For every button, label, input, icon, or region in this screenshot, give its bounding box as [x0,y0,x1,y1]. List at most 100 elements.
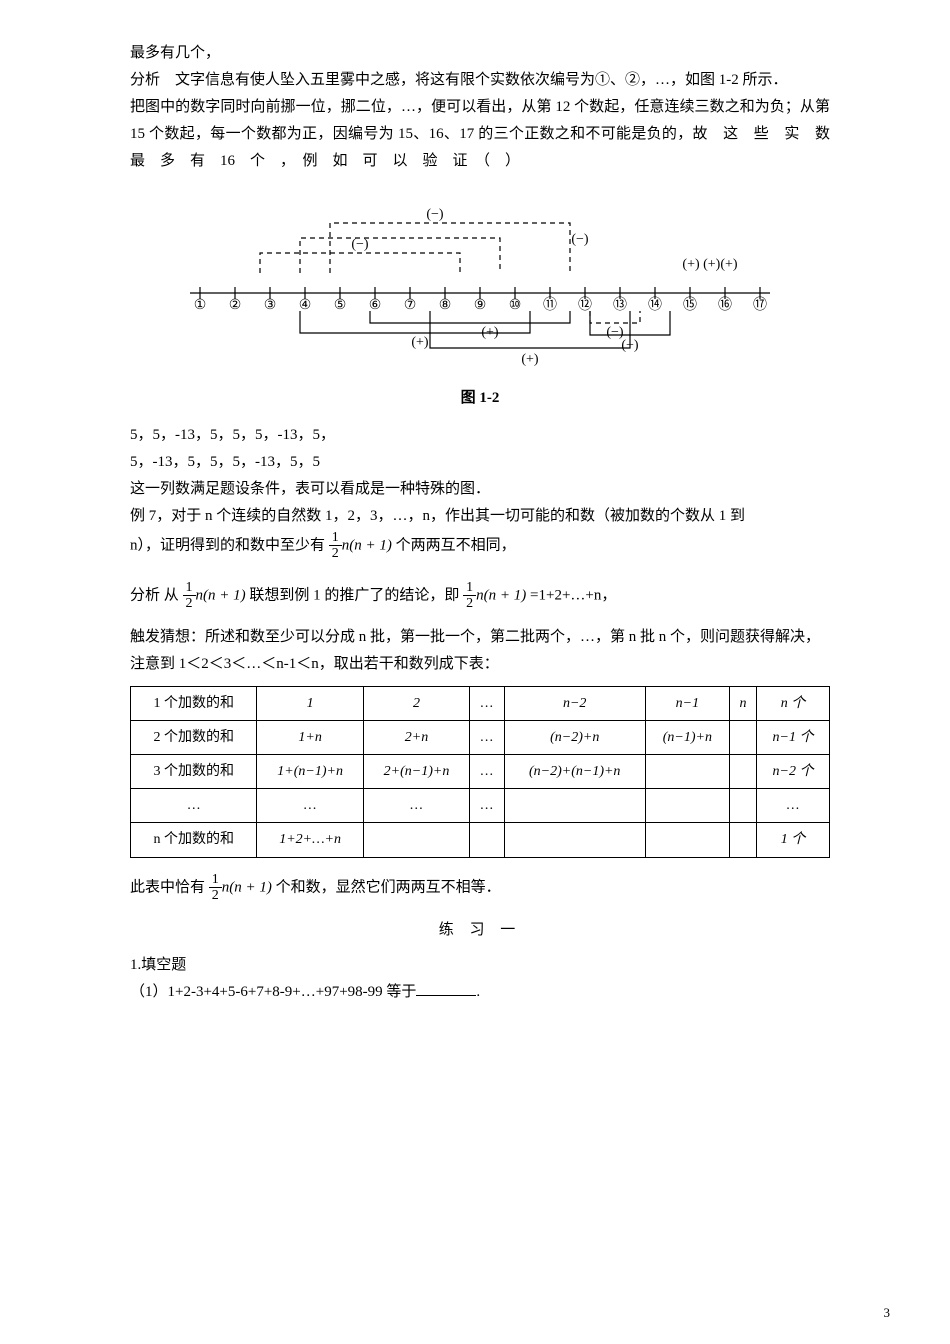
paragraph: 此表中恰有 1 2 n(n + 1) 个和数，显然它们两两互不相等． [130,872,830,904]
exercise-title: 练 习 一 [130,917,830,944]
circled-number: ⑥ [369,298,382,313]
table-cell: 2+(n−1)+n [363,754,469,788]
table-cell [729,754,756,788]
sign-pos-1: (+) [411,335,429,350]
table-cell [504,823,645,857]
fraction: 1 2 [463,580,476,612]
text: 分析 从 [130,587,179,603]
table-row: 1 个加数的和 1 2 … n−2 n−1 n n 个 [131,686,830,720]
circled-number: ⑤ [334,298,347,313]
sequence-line-1: 5，5，-13，5，5，5，-13，5， [130,422,830,449]
table-cell: 1 个 [756,823,829,857]
sequence-line-2: 5，-13，5，5，5，-13，5，5 [130,449,830,476]
circled-number: ⑦ [404,298,417,313]
circled-number: ⑯ [718,297,732,313]
row-header: … [131,789,257,823]
table-cell: … [470,720,504,754]
text: 个和数，显然它们两两互不相等． [276,879,501,895]
formula: n(n + 1) [476,587,526,603]
sign-neg-1: (−) [351,237,369,252]
formula: n(n + 1) [222,879,272,895]
paragraph: 分析 文字信息有使人坠入五里雾中之感，将这有限个实数依次编号为①、②，…，如图 … [130,67,830,94]
circled-number: ⑮ [683,297,697,313]
table-cell: n−1 个 [756,720,829,754]
table-cell: … [470,686,504,720]
paragraph: 触发猜想：所述和数至少可以分成 n 批，第一批一个，第二批两个，…，第 n 批 … [130,624,830,651]
figure-caption: 图 1-2 [130,385,830,412]
circled-number: ② [229,298,242,313]
table-cell: 2 [363,686,469,720]
row-header: 1 个加数的和 [131,686,257,720]
example-7-cont: n），证明得到的和数中至少有 1 2 n(n + 1) 个两两互不相同， [130,530,830,562]
table-cell: n [729,686,756,720]
circled-number: ① [194,298,207,313]
text: 联想到例 1 的推广了的结论，即 [249,587,459,603]
table-row: 2 个加数的和 1+n 2+n … (n−2)+n (n−1)+n n−1 个 [131,720,830,754]
table-cell: n−2 个 [756,754,829,788]
table-cell: … [756,789,829,823]
sign-neg-2: (−) [426,207,444,222]
sign-pos-2: (+) [481,325,499,340]
table-cell [645,823,729,857]
circled-number: ⑭ [648,297,662,313]
question-1-1: （1）1+2-3+4+5-6+7+8-9+…+97+98-99 等于. [130,979,830,1006]
fraction: 1 2 [209,872,222,904]
table-cell [729,720,756,754]
text: 个两两互不相同， [396,537,516,553]
table-row: n 个加数的和 1+2+…+n 1 个 [131,823,830,857]
denominator: 2 [183,596,196,611]
table-cell [729,789,756,823]
table-cell [504,789,645,823]
sign-pos-5: (+) (+)(+) [682,257,737,272]
sign-pos-4: (+) [621,338,639,353]
row-header: 3 个加数的和 [131,754,257,788]
analysis: 分析 从 1 2 n(n + 1) 联想到例 1 的推广了的结论，即 1 2 n… [130,580,830,612]
table-cell: 1 [257,686,363,720]
table-cell: 1+(n−1)+n [257,754,363,788]
circled-number: ⑪ [543,297,557,313]
table-cell [729,823,756,857]
table-row: … … … … … [131,789,830,823]
table-cell: … [257,789,363,823]
fraction: 1 2 [329,530,342,562]
paragraph: 把图中的数字同时向前挪一位，挪二位，…，便可以看出，从第 12 个数起，任意连续… [130,94,830,175]
numerator: 1 [183,580,196,596]
formula: n(n + 1) [342,537,392,553]
page-number: 3 [884,1301,891,1324]
circled-number: ⑫ [578,297,592,313]
numerator: 1 [209,872,222,888]
paragraph: 最多有几个， [130,40,830,67]
circled-number: ③ [264,298,277,313]
table-cell: (n−2)+n [504,720,645,754]
circled-number: ⑩ [509,298,522,313]
paragraph: 注意到 1＜2＜3＜…＜n-1＜n，取出若干和数列成下表： [130,651,830,678]
circled-number: ⑬ [613,297,627,313]
circled-number: ④ [299,298,312,313]
table-cell [645,789,729,823]
denominator: 2 [463,596,476,611]
table-cell: … [470,789,504,823]
text: n），证明得到的和数中至少有 [130,537,325,553]
table-cell [363,823,469,857]
text: 例 7，对于 n 个连续的自然数 1，2，3，…，n，作出其一切可能的和数（被加… [130,508,745,524]
table-cell: … [470,754,504,788]
table-cell: 1+2+…+n [257,823,363,857]
paragraph: 这一列数满足题设条件，表可以看成是一种特殊的图． [130,476,830,503]
figure-1-2: (−) (−) (−) (+) (+) (+) (+) (+) (+)(+) (… [130,183,830,373]
fill-blank [416,995,476,996]
table-cell [645,754,729,788]
table-cell: … [363,789,469,823]
table-cell: 2+n [363,720,469,754]
row-header: 2 个加数的和 [131,720,257,754]
denominator: 2 [329,546,342,561]
circled-number: ⑰ [753,297,767,313]
sign-neg-4: (−) [606,325,624,340]
table-row: 3 个加数的和 1+(n−1)+n 2+(n−1)+n … (n−2)+(n−1… [131,754,830,788]
fraction: 1 2 [183,580,196,612]
row-header: n 个加数的和 [131,823,257,857]
text: （1）1+2-3+4+5-6+7+8-9+…+97+98-99 等于 [130,984,416,1000]
table-cell: n 个 [756,686,829,720]
text: 此表中恰有 [130,879,205,895]
table-cell [470,823,504,857]
table-cell: 1+n [257,720,363,754]
